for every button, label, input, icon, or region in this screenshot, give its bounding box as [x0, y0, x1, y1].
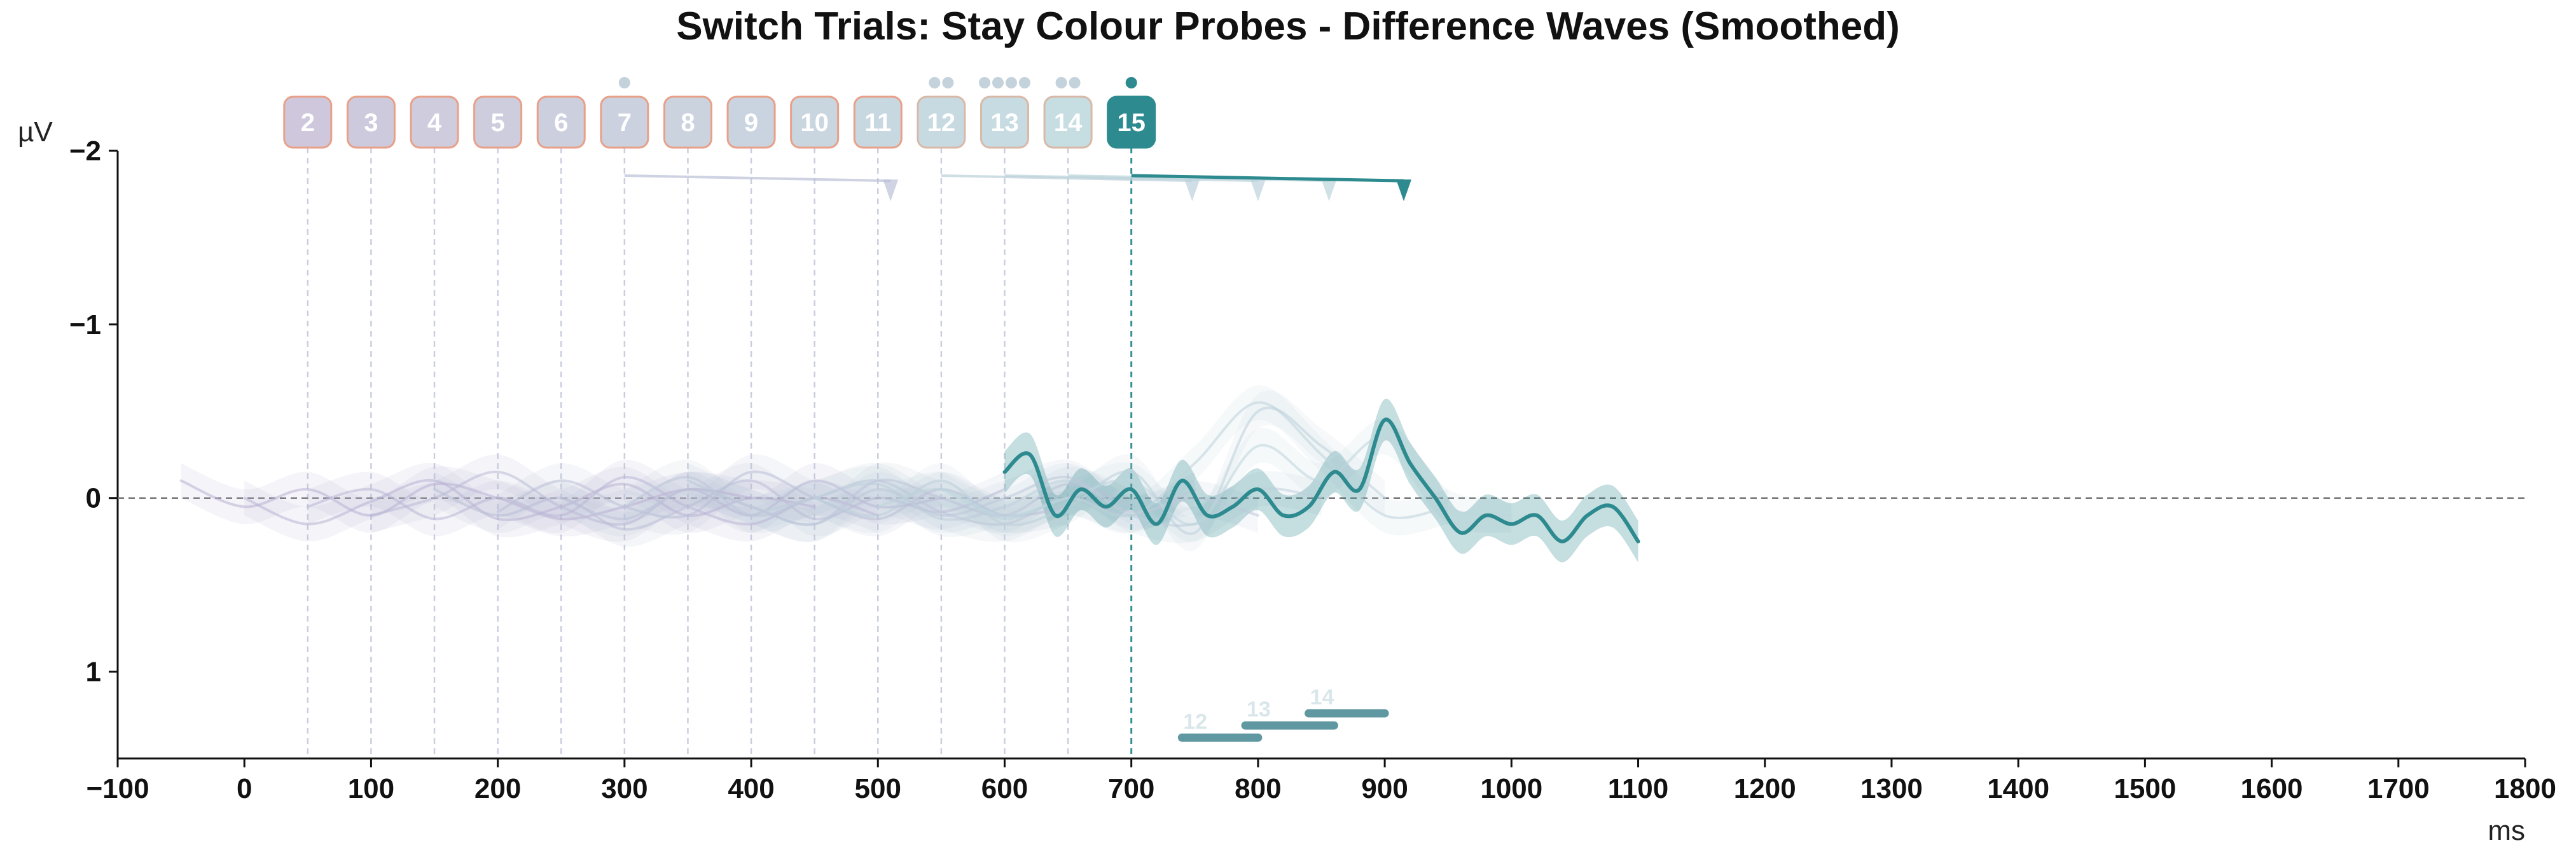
probe-badge-label-8: 8: [681, 109, 695, 137]
confidence-band-4: [307, 459, 878, 542]
probe-badge-7: [600, 95, 649, 149]
probe-badge-9: [726, 95, 776, 149]
probe-dot-13: [1005, 77, 1017, 88]
probe-dot-13: [1018, 77, 1030, 88]
x-tick-label: 900: [1361, 773, 1408, 804]
x-tick-label: 700: [1108, 773, 1154, 804]
peak-marker-12: [1184, 179, 1200, 202]
confidence-band-7: [497, 454, 1069, 536]
probe-badge-2: [283, 95, 333, 149]
x-tick-label: 500: [855, 773, 901, 804]
probe-badge-label-5: 5: [491, 109, 505, 137]
x-axis-unit-label: ms: [2488, 815, 2525, 846]
significance-bars: 12 13 14: [1177, 685, 1389, 742]
marker-connector-12: [941, 174, 1193, 183]
x-tick-label: 1200: [1734, 773, 1796, 804]
probe-badges: 2 3 4 5 6 7 8 9 10 11 12 13 14 15: [283, 77, 1156, 149]
peak-marker-14: [1321, 179, 1337, 202]
probe-onset-lines: [307, 148, 1133, 758]
x-tick-label: 100: [348, 773, 394, 804]
peak-marker-13: [1250, 179, 1266, 202]
x-tick-label: 800: [1235, 773, 1281, 804]
series-line-14: [939, 435, 1513, 526]
confidence-band-11: [751, 463, 1322, 543]
x-tick-label: 1000: [1480, 773, 1542, 804]
probe-badge-12: [917, 95, 966, 149]
probe-badge-4: [410, 95, 459, 149]
x-tick-label: 1800: [2494, 773, 2556, 804]
probe-badge-label-15: 15: [1117, 109, 1146, 137]
probe-badge-label-4: 4: [427, 109, 442, 137]
confidence-band-12: [814, 390, 1385, 552]
x-tick-label: 1400: [1987, 773, 2049, 804]
probe-badge-5: [473, 95, 523, 149]
significance-bar-label-14: 14: [1310, 685, 1334, 709]
chart-title: Switch Trials: Stay Colour Probes - Diff…: [676, 4, 1900, 48]
confidence-band-3: [244, 463, 815, 541]
probe-dot-14: [1055, 77, 1067, 88]
marker-connector-15: [1131, 174, 1404, 183]
probe-badge-label-7: 7: [618, 109, 632, 137]
x-tick-label: 600: [981, 773, 1028, 804]
series-line-3: [243, 478, 816, 526]
probe-badge-13: [980, 95, 1029, 149]
x-tick-label: 1100: [1608, 773, 1668, 804]
y-axis-unit-label: µV: [18, 116, 53, 148]
probe-dot-12: [942, 77, 954, 88]
peak-marker-15: [1395, 179, 1411, 202]
confidence-band-14: [941, 419, 1512, 542]
probe-badge-label-14: 14: [1054, 109, 1083, 137]
series-line-2: [179, 479, 753, 520]
probe-dot-13: [978, 77, 990, 88]
y-tick-label: 1: [86, 657, 101, 688]
marker-connector-13: [1004, 174, 1258, 183]
probe-badge-label-12: 12: [927, 109, 956, 137]
probe-dot-12: [929, 77, 941, 88]
probe-badge-14: [1043, 95, 1093, 149]
probe-badge-10: [790, 95, 840, 149]
probe-dot-7: [618, 77, 630, 88]
x-tick-label: −100: [86, 773, 149, 804]
series-line-11: [750, 479, 1323, 527]
y-tick-label: −2: [69, 136, 101, 167]
x-tick-label: 1300: [1860, 773, 1923, 804]
significance-bar-label-13: 13: [1247, 697, 1271, 722]
significance-bar-label-12: 12: [1183, 709, 1207, 734]
peak-markers: [624, 174, 1411, 202]
probe-badge-15: [1107, 95, 1156, 149]
series-line-15: [1002, 417, 1640, 543]
x-tick-label: 300: [601, 773, 647, 804]
probe-badge-label-2: 2: [301, 109, 315, 137]
probe-badge-3: [346, 95, 396, 149]
probe-badge-label-10: 10: [800, 109, 829, 137]
probe-badge-label-9: 9: [744, 109, 758, 137]
series-line-12: [813, 406, 1387, 535]
y-tick-label: 0: [86, 483, 101, 514]
series-line-8: [560, 478, 1133, 526]
probe-badge-label-6: 6: [554, 109, 568, 137]
x-tick-label: 0: [237, 773, 252, 804]
x-tick-label: 400: [728, 773, 774, 804]
y-tick-label: −1: [69, 309, 101, 340]
series-lines: [179, 401, 1640, 543]
confidence-band-13: [878, 385, 1448, 536]
probe-badge-label-11: 11: [864, 109, 891, 137]
peak-marker-7: [883, 179, 899, 202]
probe-dot-14: [1069, 77, 1081, 88]
x-tick-label: 1600: [2241, 773, 2303, 804]
x-tick-label: 200: [474, 773, 521, 804]
probe-badge-8: [663, 95, 712, 149]
probe-badge-label-3: 3: [364, 109, 378, 137]
marker-connector-7: [624, 174, 891, 183]
probe-badge-6: [536, 95, 586, 149]
x-tick-label: 1700: [2367, 773, 2430, 804]
probe-dot-13: [992, 77, 1004, 88]
confidence-band-6: [434, 463, 1005, 547]
probe-dot-15: [1125, 77, 1137, 88]
probe-badge-11: [853, 95, 903, 149]
x-tick-label: 1500: [2114, 773, 2176, 804]
probe-badge-label-13: 13: [990, 109, 1019, 137]
